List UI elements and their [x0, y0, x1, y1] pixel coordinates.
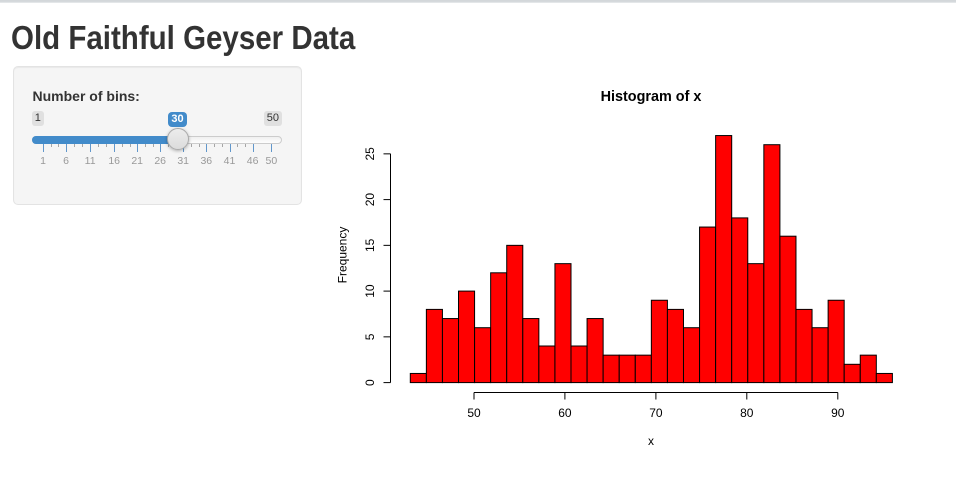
svg-text:70: 70	[649, 406, 663, 420]
svg-text:50: 50	[467, 406, 481, 420]
svg-text:5: 5	[363, 333, 377, 340]
svg-text:90: 90	[831, 406, 845, 420]
svg-text:Histogram of x: Histogram of x	[601, 89, 702, 105]
svg-text:x: x	[648, 434, 654, 448]
svg-text:25: 25	[363, 147, 377, 161]
svg-text:Frequency: Frequency	[336, 227, 350, 284]
svg-text:60: 60	[558, 406, 572, 420]
svg-text:0: 0	[363, 379, 377, 386]
svg-text:10: 10	[363, 284, 377, 298]
svg-text:80: 80	[740, 406, 754, 420]
svg-text:20: 20	[363, 193, 377, 207]
svg-text:15: 15	[363, 238, 377, 252]
